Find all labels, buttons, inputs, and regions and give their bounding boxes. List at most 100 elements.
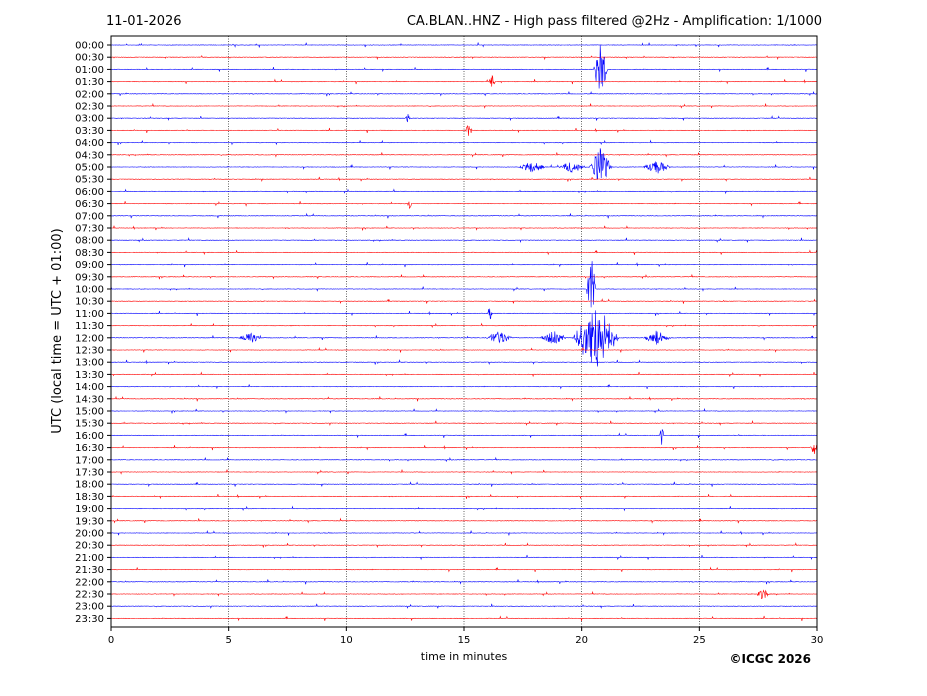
x-tick-label: 5: [225, 635, 231, 646]
trace-row-0130: [111, 74, 818, 87]
x-tick-label: 25: [693, 635, 706, 646]
trace-row-0030: [110, 55, 818, 61]
y-tick-label: 06:00: [75, 187, 104, 198]
y-tick-label: 01:30: [75, 77, 104, 88]
trace-row-1600: [110, 429, 818, 445]
trace-row-0430: [110, 152, 817, 158]
trace-row-0900: [110, 262, 818, 268]
trace-row-2130: [111, 566, 818, 573]
trace-row-2030: [111, 542, 818, 548]
trace-row-0330: [111, 124, 818, 136]
trace-row-1530: [110, 419, 818, 426]
trace-row-2230: [110, 589, 818, 599]
y-tick-label: 08:00: [75, 236, 104, 247]
trace-row-1400: [110, 384, 818, 390]
copyright-credit: ©ICGC 2026: [729, 652, 811, 666]
y-tick-label: 18:30: [75, 492, 104, 503]
y-tick-label: 02:30: [75, 102, 104, 113]
y-tick-label: 05:00: [75, 163, 104, 174]
y-tick-label: 00:30: [75, 53, 104, 64]
y-tick-label: 12:30: [75, 346, 104, 357]
y-tick-label: 14:30: [75, 394, 104, 405]
trace-row-1900: [110, 505, 818, 512]
trace-row-1930: [111, 517, 818, 524]
y-tick-label: 07:30: [75, 224, 104, 235]
y-tick-label: 03:00: [75, 114, 104, 125]
trace-row-2100: [110, 554, 818, 561]
trace-row-2330: [110, 615, 818, 622]
trace-row-2200: [110, 579, 817, 585]
y-tick-label: 09:30: [75, 272, 104, 283]
trace-row-1730: [110, 469, 817, 475]
trace-row-1000: [110, 261, 818, 308]
trace-row-1100: [110, 308, 818, 320]
y-tick-label: 21:30: [75, 565, 104, 576]
y-tick-label: 22:30: [75, 590, 104, 601]
y-tick-label: 20:30: [75, 541, 104, 552]
y-tick-label: 23:30: [75, 614, 104, 625]
trace-row-0000: [111, 42, 818, 48]
x-tick-label: 30: [811, 635, 824, 646]
trace-row-0630: [111, 201, 817, 210]
y-tick-label: 23:00: [75, 602, 104, 613]
x-tick-label: 15: [458, 635, 471, 646]
trace-row-1130: [111, 322, 817, 329]
trace-row-0500: [111, 148, 818, 180]
trace-row-1500: [110, 407, 818, 414]
y-tick-label: 00:00: [75, 41, 104, 52]
y-tick-label: 13:30: [75, 370, 104, 381]
y-tick-label: 17:00: [75, 455, 104, 466]
y-tick-label: 19:00: [75, 504, 104, 515]
trace-row-0100: [110, 45, 818, 89]
y-tick-label: 07:00: [75, 211, 104, 222]
trace-row-0400: [110, 139, 817, 146]
y-tick-label: 22:00: [75, 577, 104, 588]
trace-row-1300: [110, 359, 818, 365]
trace-row-1430: [110, 395, 818, 402]
trace-row-1800: [110, 481, 818, 488]
y-tick-label: 04:30: [75, 150, 104, 161]
y-tick-label: 21:00: [75, 553, 104, 564]
trace-row-2000: [110, 529, 818, 536]
x-tick-labels: 0 5 10 15 20 25 30: [108, 627, 824, 646]
seismic-traces: [110, 42, 818, 622]
y-tick-label: 04:00: [75, 138, 104, 149]
y-tick-label: 08:30: [75, 248, 104, 259]
plot-frame: [110, 35, 818, 628]
y-tick-label: 01:00: [75, 65, 104, 76]
y-tick-label: 17:30: [75, 468, 104, 479]
trace-row-2300: [111, 603, 818, 609]
trace-row-0230: [111, 102, 818, 109]
y-tick-label: 05:30: [75, 175, 104, 186]
trace-row-1030: [110, 298, 818, 305]
y-tick-label: 15:00: [75, 407, 104, 418]
y-tick-label: 06:30: [75, 199, 104, 210]
x-axis-label: time in minutes: [421, 650, 508, 663]
y-tick-label: 16:30: [75, 443, 104, 454]
trace-row-0700: [110, 212, 818, 219]
x-tick-label: 10: [340, 635, 353, 646]
trace-row-0300: [110, 114, 818, 123]
trace-row-0530: [110, 176, 817, 182]
trace-row-0830: [111, 249, 818, 256]
y-tick-label: 09:00: [75, 260, 104, 271]
trace-row-1330: [110, 371, 818, 378]
trace-row-1630: [110, 444, 818, 455]
y-tick-label: 18:00: [75, 480, 104, 491]
y-tick-label: 13:00: [75, 358, 104, 369]
y-axis-label: UTC (local time = UTC + 01:00): [50, 228, 65, 433]
trace-row-1230: [110, 346, 817, 353]
trace-row-1700: [110, 456, 818, 463]
chart-date: 11-01-2026: [106, 14, 182, 29]
y-tick-label: 20:00: [75, 529, 104, 540]
vertical-gridlines: [228, 36, 700, 627]
trace-row-0600: [111, 188, 818, 195]
y-tick-label: 11:30: [75, 321, 104, 332]
trace-row-0730: [111, 225, 817, 231]
y-tick-label: 14:00: [75, 382, 104, 393]
trace-row-1830: [111, 493, 817, 500]
y-tick-label: 10:00: [75, 285, 104, 296]
y-tick-label: 15:30: [75, 419, 104, 430]
